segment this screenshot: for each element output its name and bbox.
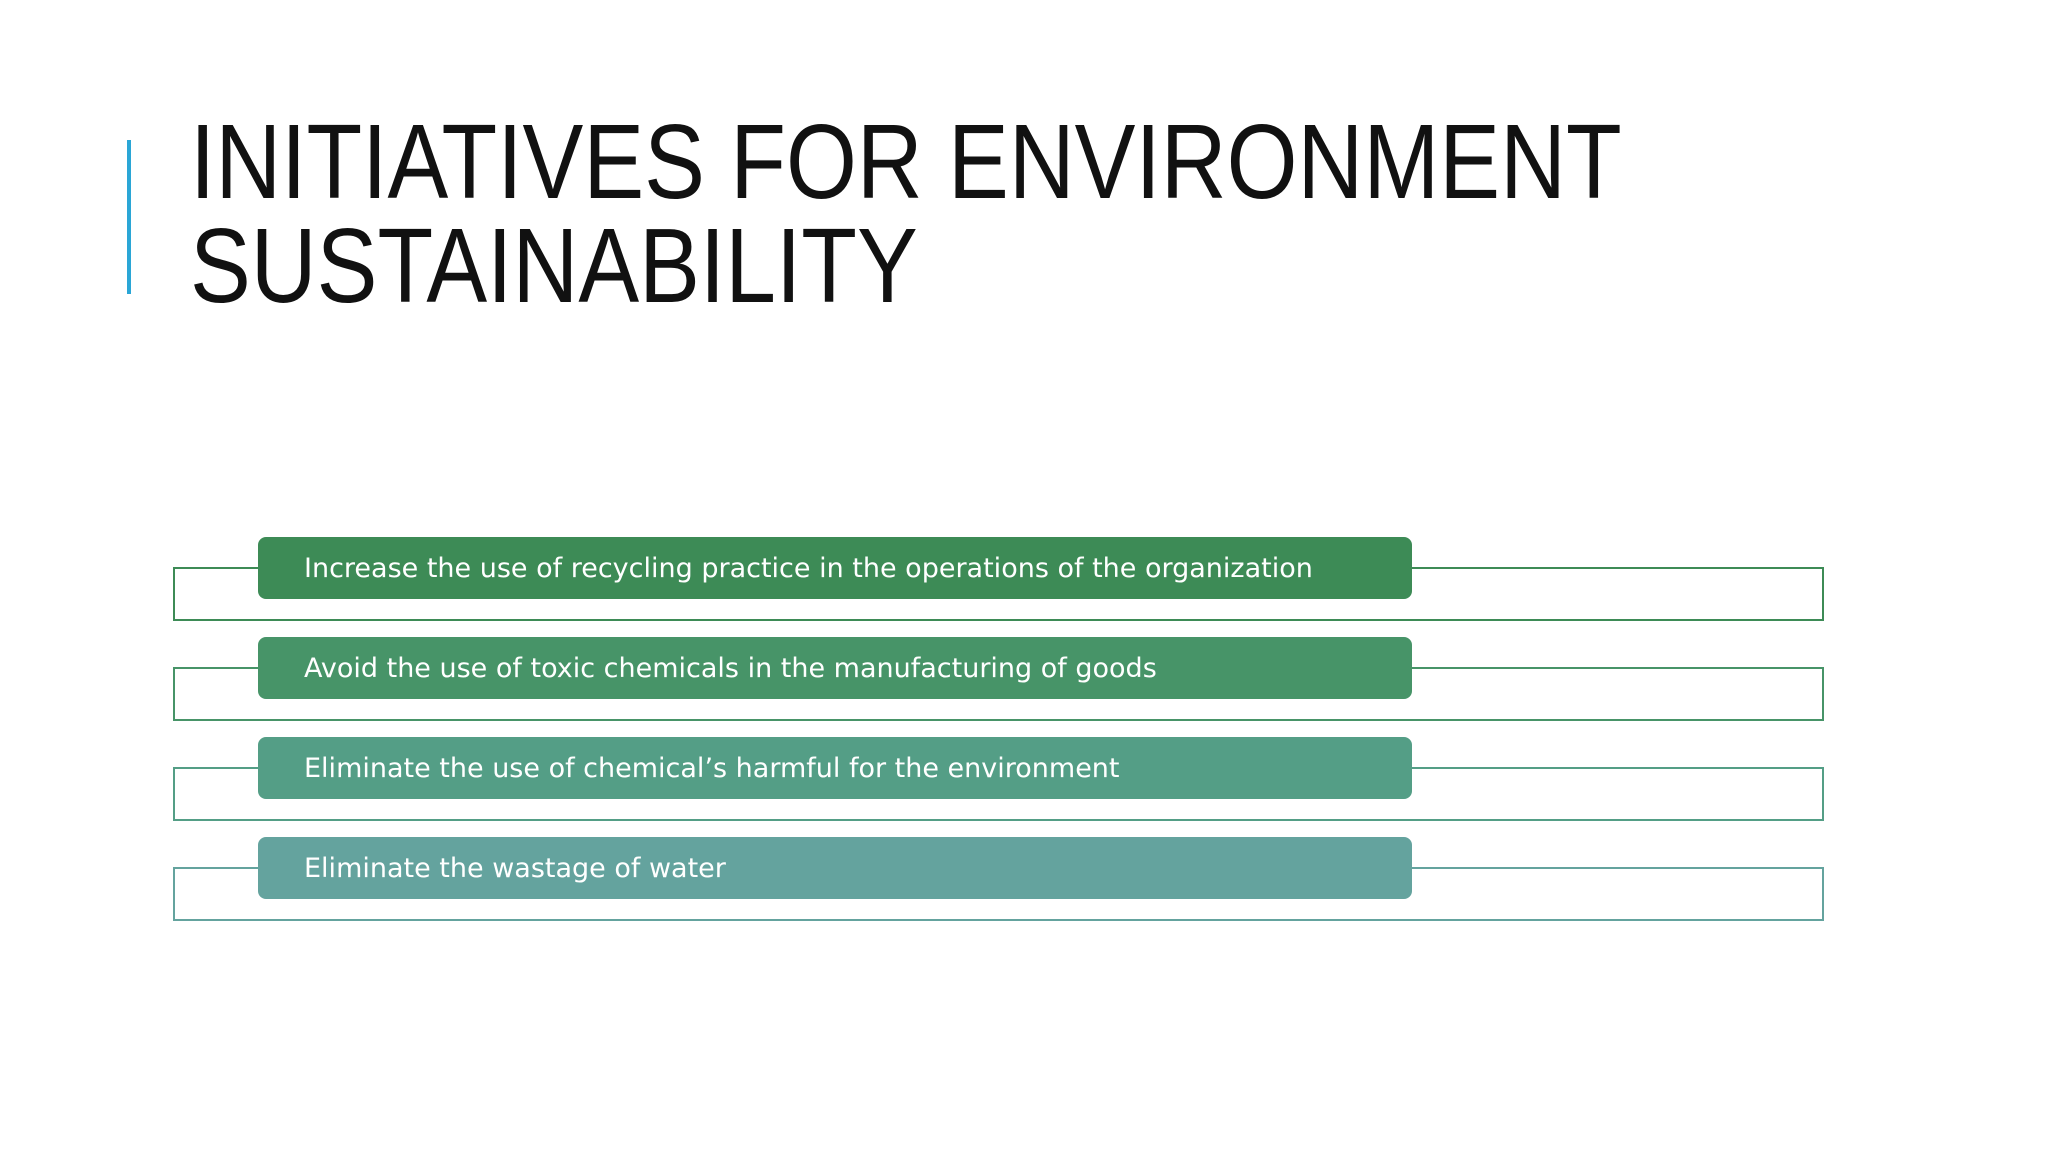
list-item: Increase the use of recycling practice i… <box>258 537 1412 599</box>
title-line-2: SUSTAINABILITY <box>190 207 918 325</box>
item-text-4: Eliminate the wastage of water <box>304 852 726 884</box>
item-text-3: Eliminate the use of chemical’s harmful … <box>304 752 1120 784</box>
title-accent-bar <box>127 140 131 294</box>
list-item: Avoid the use of toxic chemicals in the … <box>258 637 1412 699</box>
list-item: Eliminate the use of chemical’s harmful … <box>258 737 1412 799</box>
item-text-1: Increase the use of recycling practice i… <box>304 552 1313 584</box>
item-text-2: Avoid the use of toxic chemicals in the … <box>304 652 1157 684</box>
title-line-1: INITIATIVES FOR ENVIRONMENT <box>190 103 1622 221</box>
list-item: Eliminate the wastage of water <box>258 837 1412 899</box>
slide-title: INITIATIVES FOR ENVIRONMENT SUSTAINABILI… <box>190 103 1695 325</box>
